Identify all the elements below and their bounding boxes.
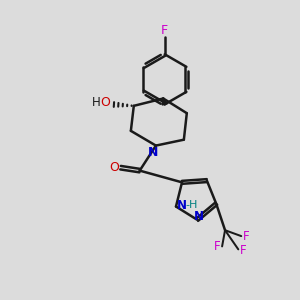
Text: N: N [194, 210, 204, 223]
Text: F: F [243, 230, 250, 243]
Text: F: F [240, 244, 247, 257]
Text: F: F [161, 24, 168, 37]
Polygon shape [162, 98, 167, 105]
Text: F: F [214, 240, 220, 253]
Text: N: N [177, 199, 187, 212]
Text: N: N [148, 146, 159, 159]
Text: H: H [92, 96, 101, 110]
Text: O: O [109, 160, 119, 174]
Text: O: O [100, 96, 110, 110]
Text: -H: -H [185, 200, 197, 210]
